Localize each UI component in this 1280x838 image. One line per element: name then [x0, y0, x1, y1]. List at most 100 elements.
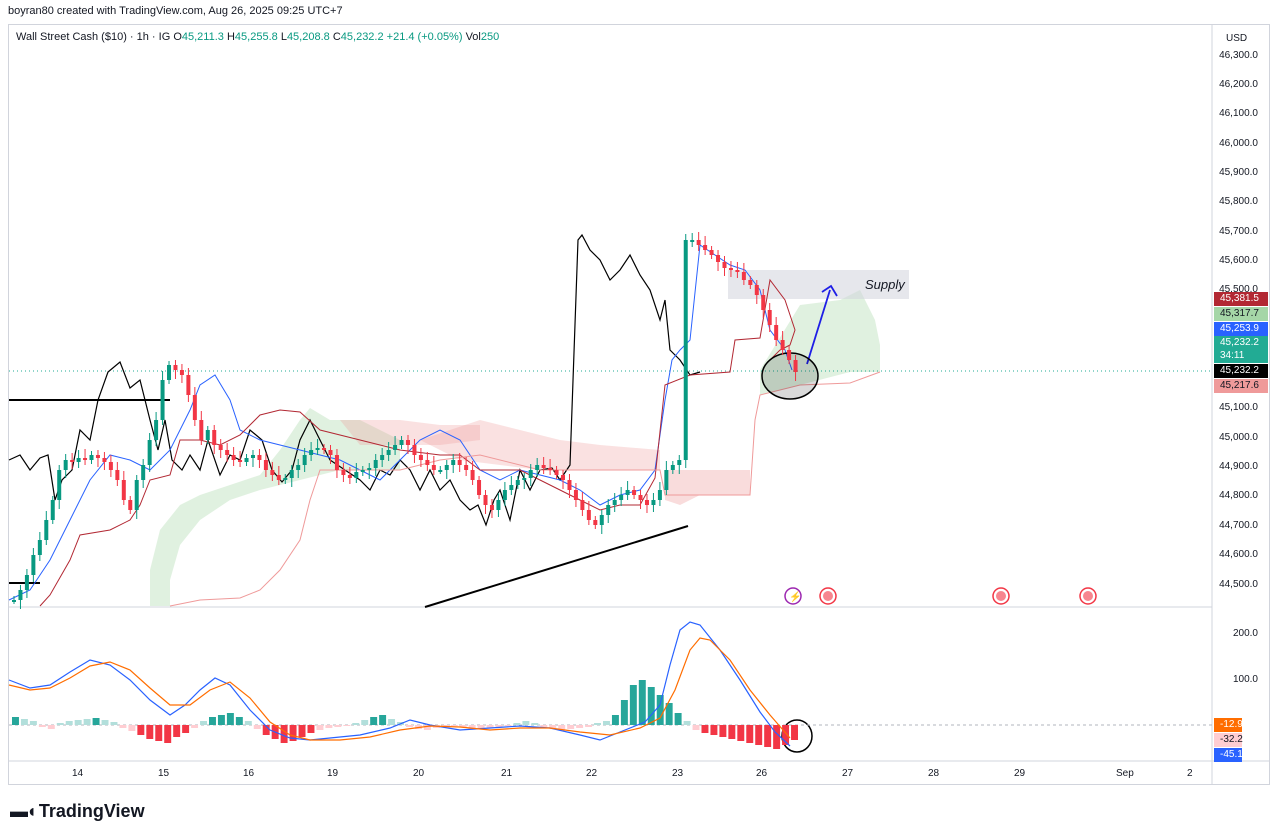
candle [606, 505, 611, 515]
histogram-bar [280, 725, 288, 743]
histogram-bar [782, 725, 790, 745]
price-tick-label: 45,900.0 [1219, 167, 1258, 178]
candle [573, 490, 578, 500]
volume-value: 250 [480, 31, 500, 43]
candle [780, 340, 785, 350]
histogram-bar [352, 723, 360, 725]
chart-attribution: boyran80 created with TradingView.com, A… [8, 5, 343, 17]
tradingview-logo[interactable]: ▬◖ TradingView [10, 801, 145, 822]
candle [76, 458, 81, 462]
histogram-bar [504, 725, 512, 726]
candle [509, 485, 514, 490]
candlestick-series[interactable] [12, 232, 798, 609]
candle [173, 365, 178, 370]
histogram-bar [603, 721, 610, 725]
symbol-label[interactable]: Wall Street Cash ($10) · 1h · IG [16, 31, 171, 43]
candle [632, 490, 637, 495]
histogram-bar [388, 719, 396, 725]
oscillator-circle[interactable] [781, 719, 813, 753]
earnings-event-icon[interactable] [784, 587, 802, 605]
histogram-bar [665, 703, 673, 725]
candle [677, 460, 682, 465]
candle [528, 470, 533, 478]
price-tag: 34:11 [1214, 349, 1268, 363]
histogram-bar [531, 723, 539, 725]
candle [644, 500, 649, 505]
supply-label[interactable]: Supply [865, 277, 905, 292]
candle [257, 455, 262, 460]
trend-line[interactable] [424, 525, 689, 608]
histogram-bar [235, 717, 243, 725]
candle [489, 505, 494, 510]
oscillator-tag: -32.2 [1214, 733, 1243, 747]
candle [309, 450, 314, 455]
currency-label[interactable]: USD [1226, 33, 1248, 44]
candle [205, 430, 210, 440]
high-label: H [226, 31, 235, 43]
histogram-bar [611, 715, 619, 725]
histogram-bar [719, 725, 727, 737]
candle [657, 490, 662, 500]
histogram-bar [701, 725, 709, 733]
ichimoku-cloud-bear [420, 420, 660, 470]
histogram-bar [406, 725, 413, 727]
histogram-bar [244, 721, 252, 725]
histogram-bar [289, 725, 297, 741]
open-label: O [173, 31, 182, 43]
candle [380, 455, 385, 460]
time-tick-label: 29 [1014, 768, 1026, 779]
lightning-icon: ⚡ [789, 590, 801, 603]
candle [341, 470, 346, 475]
histogram-bar [486, 725, 494, 728]
ichimoku-cloud-bull-2 [760, 290, 880, 395]
candle [651, 500, 656, 505]
candle [121, 480, 126, 500]
chart-frame [8, 24, 1270, 785]
histogram-bar [674, 713, 682, 725]
candle [774, 325, 779, 340]
histogram-bar [549, 725, 557, 729]
histogram-bar [468, 725, 476, 728]
price-tag: 45,217.6 [1214, 379, 1268, 393]
candle [767, 310, 772, 325]
histogram-bar [638, 680, 646, 725]
oscillator-histogram [12, 680, 798, 749]
histogram-bar [182, 725, 190, 733]
candle [470, 470, 475, 480]
projection-arrow[interactable] [806, 289, 831, 365]
candle [95, 455, 100, 458]
lagging-span-line [8, 233, 701, 527]
histogram-bar [755, 725, 763, 745]
candle [457, 460, 462, 465]
low-value: 45,208.8 [286, 31, 330, 43]
conversion-line [8, 244, 793, 601]
candle [735, 270, 740, 272]
candle [270, 470, 275, 475]
histogram-bar [477, 725, 485, 729]
candle [18, 590, 23, 600]
candle [276, 475, 281, 480]
histogram-bar [74, 720, 82, 725]
histogram-bar [20, 719, 28, 725]
histogram-bar [558, 725, 566, 730]
candle [664, 470, 669, 490]
macd-line [8, 621, 791, 747]
candle [186, 375, 191, 395]
histogram-bar [226, 713, 234, 725]
histogram-bar [620, 700, 628, 725]
histogram-bar [728, 725, 736, 739]
candle [102, 458, 107, 462]
price-tag: 45,232.2 [1214, 364, 1268, 378]
candle [541, 465, 546, 468]
price-tick-label: 45,500.0 [1219, 284, 1258, 295]
histogram-bar [343, 725, 351, 726]
chart-legend: Wall Street Cash ($10) · 1h · IG O45,211… [16, 31, 499, 43]
candle [225, 450, 230, 455]
candle [334, 455, 339, 470]
candle [418, 455, 423, 460]
time-tick-label: 21 [501, 768, 513, 779]
candle [108, 462, 113, 470]
histogram-bar [459, 725, 467, 727]
candle [515, 480, 520, 485]
